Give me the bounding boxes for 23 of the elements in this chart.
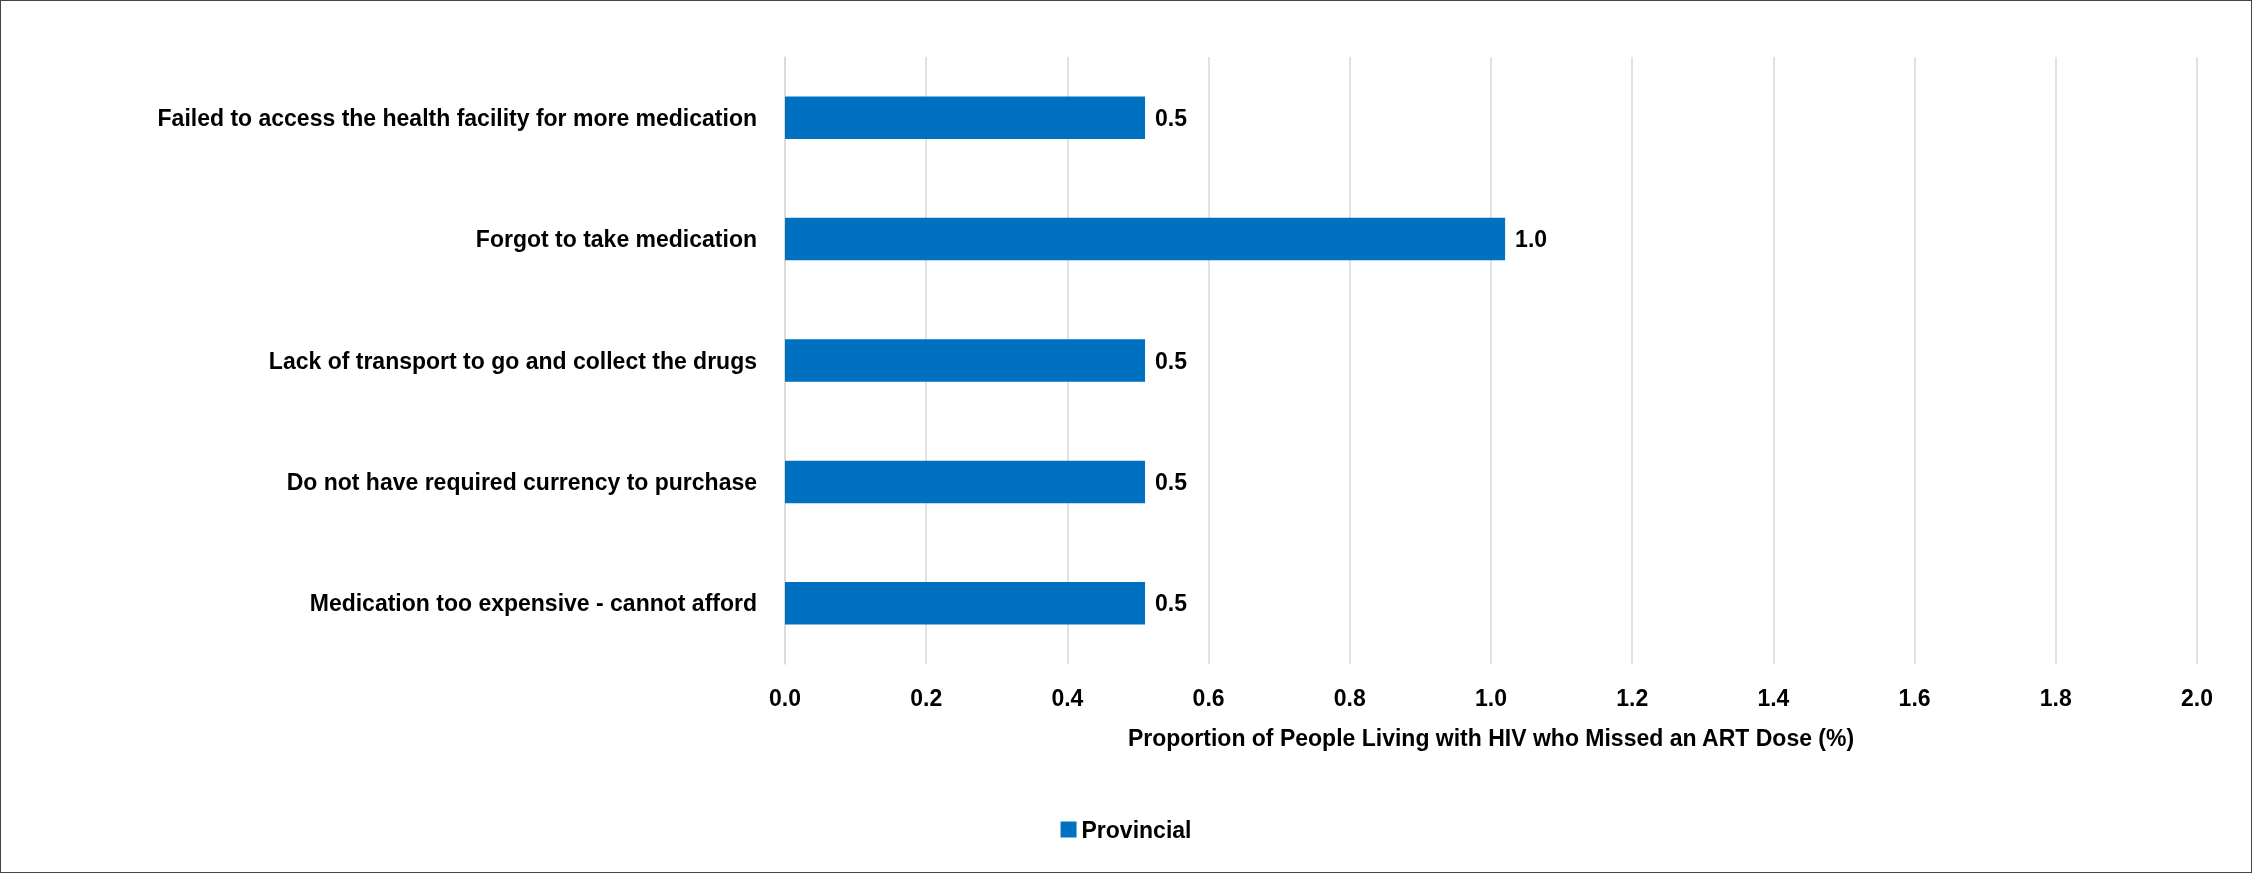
x-tick-label: 1.4 (1757, 684, 1790, 711)
x-tick-label: 1.2 (1616, 684, 1649, 711)
y-tick-label: Failed to access the health facility for more medication (157, 104, 757, 131)
data-label: 0.5 (1155, 468, 1188, 495)
y-tick-label: Medication too expensive - cannot afford (309, 590, 757, 617)
x-tick-label: 1.6 (1898, 684, 1931, 711)
x-tick-label: 2.0 (2181, 684, 2213, 711)
data-label: 0.5 (1155, 104, 1188, 131)
y-tick-label: Forgot to take medication (475, 226, 757, 253)
x-tick-label: 0.0 (769, 684, 801, 711)
legend-label: Provincial (1081, 816, 1192, 843)
x-tick-label: 0.4 (1051, 684, 1084, 711)
y-tick-label: Do not have required currency to purchase (286, 468, 757, 495)
data-label: 0.5 (1155, 590, 1188, 617)
x-tick-label: 0.6 (1192, 684, 1225, 711)
data-label: 0.5 (1155, 347, 1188, 374)
x-tick-label: 0.2 (910, 684, 943, 711)
x-tick-label: 1.8 (2039, 684, 2072, 711)
x-axis-title: Proportion of People Living with HIV who Missed an ART Dose (%) (1127, 724, 1855, 751)
data-label: 1.0 (1515, 226, 1548, 253)
x-tick-label: 0.8 (1333, 684, 1366, 711)
x-tick-label: 1.0 (1475, 684, 1507, 711)
y-tick-label: Lack of transport to go and collect the drugs (268, 347, 757, 374)
